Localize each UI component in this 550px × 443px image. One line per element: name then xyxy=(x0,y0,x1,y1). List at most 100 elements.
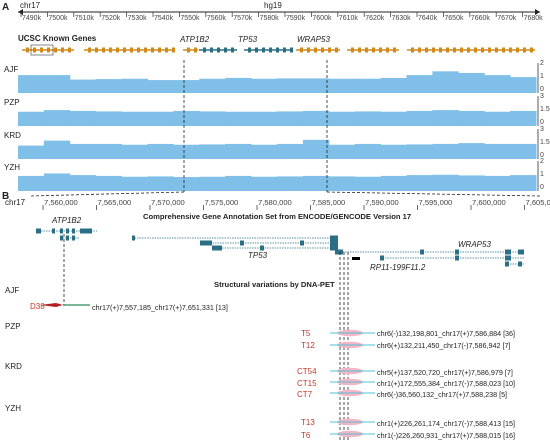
sample-label-krd: KRD xyxy=(5,362,22,371)
coverage-bar xyxy=(69,79,97,93)
gene-orange-2-exon xyxy=(95,47,98,53)
gene-tp53-b-2-exon xyxy=(240,240,244,246)
gene-orange-5-exon xyxy=(523,47,526,53)
scale-label: 3 xyxy=(540,126,544,133)
scale-label: 0 xyxy=(540,86,544,93)
coverage-bar xyxy=(458,175,485,191)
sv-id-ct7: CT7 xyxy=(297,390,313,399)
gene-orange-1-exon xyxy=(26,47,29,53)
gene-highlight-box xyxy=(30,44,54,56)
axis-tick-label-b: 7,605,000 xyxy=(525,198,550,207)
coverage-bar xyxy=(147,80,174,93)
known-genes-title: UCSC Known Genes xyxy=(18,34,97,43)
coverage-bar xyxy=(43,110,71,126)
coverage-bar xyxy=(147,143,174,159)
gene-orange-4-exon xyxy=(393,47,396,53)
coverage-bar xyxy=(484,111,511,126)
gene-orange-3-exon xyxy=(187,47,190,53)
axis-tick-label-a: 7550k xyxy=(180,15,200,22)
sv-text-ct54: chr5(+)137,520,720_chr17(+)7,586,979 [7] xyxy=(377,368,513,377)
gene-orange-5-exon xyxy=(418,47,421,53)
gene-tp53-b-2-exon xyxy=(200,240,212,246)
gene-wrap53-b-1-exon xyxy=(420,249,424,255)
gene-rp11-b xyxy=(352,257,360,260)
gencode-title: Comprehensive Gene Annotation Set from E… xyxy=(143,212,412,221)
axis-tick-label-a: 7660k xyxy=(470,15,490,22)
coverage-bar xyxy=(432,110,459,126)
gene-orange-1-exon xyxy=(61,47,64,53)
gene-orange-2-exon xyxy=(130,47,133,53)
gene-label-tp53-b: TP53 xyxy=(248,251,268,260)
coverage-bar xyxy=(95,79,123,93)
gene-wrap53-a-exon xyxy=(307,47,310,53)
gene-orange-5-exon xyxy=(530,47,533,53)
coverage-bar xyxy=(277,143,304,159)
coverage-bar xyxy=(484,175,511,191)
coverage-bar xyxy=(406,110,433,126)
axis-tick-label-b: 7,575,000 xyxy=(204,198,239,207)
coverage-bar xyxy=(302,110,330,126)
gene-label-rp11-b: RP11-199F11.2 xyxy=(370,263,426,272)
axis-tick-label-b: 7,560,000 xyxy=(44,198,78,207)
coverage-bar xyxy=(69,175,97,191)
gene-wrap53-b-2-exon xyxy=(455,255,459,261)
gene-orange-1-exon xyxy=(40,47,43,53)
gene-wrap53-b-3-exon xyxy=(518,261,522,267)
sv-text-t12: chr6(+)132,211,450_chr17(-)7,586,942 [7] xyxy=(377,341,511,350)
coverage-bar xyxy=(147,176,174,191)
gene-orange-5-exon xyxy=(488,47,491,53)
axis-tick-label-a: 7490k xyxy=(22,15,42,22)
track-label-yzh: YZH xyxy=(4,163,20,172)
coverage-bar xyxy=(121,78,148,93)
gene-wrap53-b-3-exon xyxy=(505,261,509,267)
axis-tick-label-a: 7520k xyxy=(101,15,121,22)
coverage-bar xyxy=(458,72,485,93)
gene-wrap53-a-exon xyxy=(321,47,324,53)
coverage-bar xyxy=(18,175,45,191)
coverage-bar xyxy=(510,110,537,126)
gene-orange-3-exon xyxy=(194,47,197,53)
axis-tick-label-b: 7,600,000 xyxy=(472,198,506,207)
coverage-bar xyxy=(199,111,226,126)
coverage-bar xyxy=(95,143,123,159)
coverage-bar xyxy=(225,143,252,159)
coverage-bar xyxy=(95,175,123,191)
track-label-pzp: PZP xyxy=(4,98,20,107)
gene-atp1b2-b-2-exon xyxy=(66,235,69,241)
gene-orange-2-exon xyxy=(88,47,91,53)
sv-text-ct15: chr1(+)172,555,384_chr17(-)7,588,023 [10… xyxy=(377,379,516,388)
gene-atp1b2-b-1-exon xyxy=(36,228,41,234)
coverage-bar xyxy=(121,111,148,126)
coverage-bar xyxy=(173,110,200,126)
gene-orange-5-exon xyxy=(516,47,519,53)
coverage-bar xyxy=(484,75,511,93)
gene-orange-2-exon xyxy=(158,47,161,53)
gene-tp53-a-exon xyxy=(255,47,258,53)
gene-tp53-b-3-exon xyxy=(330,245,338,251)
gene-label-tp53-a: TP53 xyxy=(238,35,258,44)
scale-label: 1 xyxy=(540,73,544,80)
gene-wrap53-b-1-exon xyxy=(455,249,459,255)
gene-tp53-a-exon xyxy=(269,47,272,53)
coverage-bar xyxy=(225,175,252,191)
axis-tick-label-b: 7,585,000 xyxy=(311,198,346,207)
coverage-bar xyxy=(354,78,382,93)
coverage-bar xyxy=(199,144,226,159)
gene-tp53-b-1-exon xyxy=(132,235,135,241)
coverage-bar xyxy=(302,139,330,159)
coverage-bar xyxy=(173,177,200,191)
gene-wrap53-b-1-exon xyxy=(335,249,343,255)
coverage-bar xyxy=(277,176,304,191)
gene-orange-1-exon xyxy=(54,47,57,53)
gene-orange-4-exon xyxy=(365,47,368,53)
axis-arrow-left-a xyxy=(18,9,23,15)
coverage-bar xyxy=(328,144,356,159)
coverage-bar xyxy=(510,77,537,93)
gene-wrap53-a-exon xyxy=(335,47,338,53)
gene-orange-2-exon xyxy=(123,47,126,53)
gene-orange-2-exon xyxy=(144,47,147,53)
gene-orange-5-exon xyxy=(495,47,498,53)
gene-tp53-a-exon xyxy=(276,47,279,53)
gene-orange-5-exon xyxy=(509,47,512,53)
